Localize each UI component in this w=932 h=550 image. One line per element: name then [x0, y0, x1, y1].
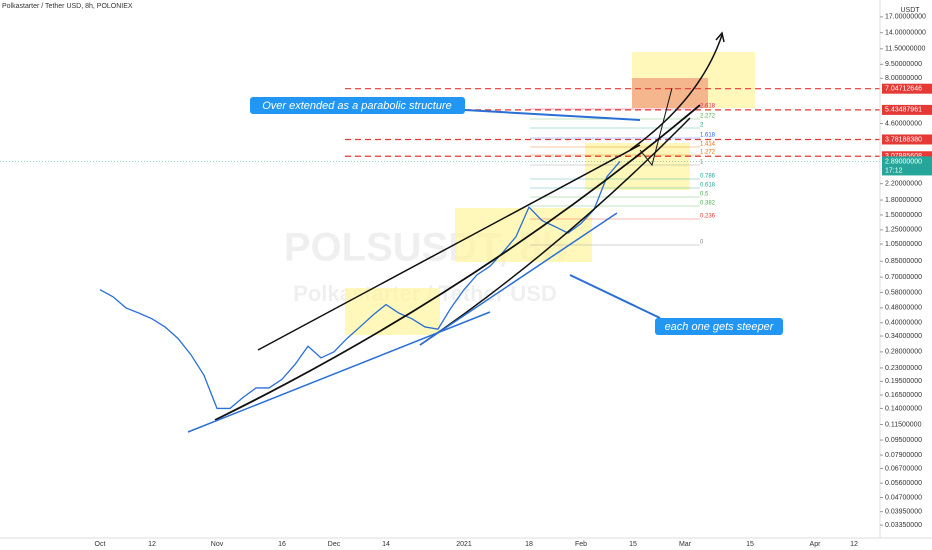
y-tick-label: 0.48000000 — [885, 305, 922, 312]
price-label: 7.04712646 — [885, 86, 922, 93]
y-tick-label: 0.05600000 — [885, 480, 922, 487]
annotation: each one gets steeper — [665, 321, 775, 333]
projection — [639, 87, 673, 167]
arrow-head — [715, 31, 725, 43]
price-label: 3.78188380 — [885, 136, 922, 143]
fib-label: 2.618 — [700, 104, 716, 110]
fib-label: 2 — [700, 123, 704, 129]
price-tag — [882, 104, 932, 115]
fib-levels: 0 0.236 0.382 0.5 0.618 0.786 1 1.272 1.414 1.618… — [530, 104, 716, 246]
callout-line — [569, 274, 661, 319]
fib-label: 0.382 — [700, 201, 716, 207]
fib-label: 0.618 — [700, 183, 716, 189]
fib-label: 1.618 — [700, 133, 716, 139]
x-tick-label: 2021 — [456, 541, 472, 548]
y-tick-label: 11.50000000 — [885, 46, 925, 53]
y-tick-label: 14.00000000 — [885, 30, 926, 37]
price-tag — [882, 156, 932, 176]
fib-label: 1.272 — [700, 150, 716, 156]
x-tick-label: 14 — [382, 541, 390, 548]
x-tick-label: Mar — [679, 541, 692, 548]
callout — [655, 318, 783, 335]
y-tick-label: 0.70000000 — [885, 274, 922, 281]
y-tick-label: 0.85000000 — [885, 258, 922, 265]
y-tick-label: 0.16500000 — [885, 392, 922, 399]
y-tick-label: 0.03350000 — [885, 522, 922, 529]
price-tag — [882, 151, 932, 162]
x-tick-label: Apr — [810, 541, 822, 548]
y-tick-label: 0.14000000 — [885, 405, 922, 412]
x-tick-label: Feb — [575, 541, 587, 548]
countdown: 17:12 — [885, 167, 903, 174]
box — [632, 78, 708, 108]
price-line-series — [99, 160, 621, 410]
y-tick-label: 0.58000000 — [885, 289, 922, 296]
fib-label: 0.786 — [700, 174, 716, 180]
y-tick-label: 0.40000000 — [885, 320, 922, 327]
y-tick-label: 0.34000000 — [885, 333, 922, 340]
x-tick-label: 12 — [148, 541, 156, 548]
y-tick-label: 0.04700000 — [885, 494, 922, 501]
chart-title: Polkastarter / Tether USD, 8h, POLONIEX — [2, 3, 133, 10]
y-tick-label: 0.11500000 — [885, 421, 922, 428]
currency: USDT — [900, 7, 920, 14]
fib-label: 2.272 — [700, 114, 716, 120]
price-tag — [882, 83, 932, 94]
x-tick-label: 18 — [525, 541, 533, 548]
x-tick-label: 15 — [629, 541, 637, 548]
price-tag — [882, 134, 932, 145]
y-tick-label: 1.05000000 — [885, 241, 922, 248]
x-tick-label: 12 — [850, 541, 858, 548]
arrow-curve — [629, 34, 723, 151]
y-tick-label: 1.80000000 — [885, 197, 922, 204]
y-tick-label: 0.07900000 — [885, 452, 922, 459]
x-tick-label: Dec — [328, 541, 341, 548]
last-price-label: 2.89000000 — [885, 158, 922, 165]
y-tick-label: 17.00000000 — [885, 14, 926, 21]
fib-label: 1 — [700, 160, 704, 166]
boxes — [345, 52, 755, 335]
y-tick-label: 0.19500000 — [885, 378, 922, 385]
y-tick-label: 1.25000000 — [885, 227, 922, 234]
y-tick-label: 1.50000000 — [885, 212, 922, 219]
fib-label: 1.414 — [700, 142, 716, 148]
trend-line — [257, 144, 641, 351]
x-tick-label: Nov — [211, 541, 224, 548]
price-label: 5.43487961 — [885, 107, 922, 114]
y-tick-label: 9.50000000 — [885, 61, 922, 68]
y-tick-label: 2.20000000 — [885, 181, 922, 188]
callout — [250, 97, 465, 114]
box — [455, 208, 592, 262]
fib-label: 0.5 — [700, 192, 709, 198]
y-tick-label: 8.00000000 — [885, 75, 922, 82]
trend-line — [419, 212, 618, 346]
y-tick-label: 4.60000000 — [885, 120, 922, 127]
y-tick-label: 0.23000000 — [885, 365, 922, 372]
annotation: Over extended as a parabolic structure — [262, 100, 452, 112]
y-tick-label: 0.28000000 — [885, 349, 922, 356]
fib-label: 0 — [700, 240, 704, 246]
x-tick-label: Oct — [95, 541, 106, 548]
y-tick-label: 0.09500000 — [885, 437, 922, 444]
x-tick-label: 15 — [746, 541, 754, 548]
x-tick-label: 16 — [278, 541, 286, 548]
plot — [0, 88, 880, 410]
y-tick-label: 0.03950000 — [885, 508, 922, 515]
parabolic-curve — [214, 104, 701, 421]
callout-line — [464, 109, 641, 121]
fib-label: 0.236 — [700, 214, 716, 220]
drawings — [187, 31, 725, 433]
y-tick-label: 0.06700000 — [885, 465, 922, 472]
